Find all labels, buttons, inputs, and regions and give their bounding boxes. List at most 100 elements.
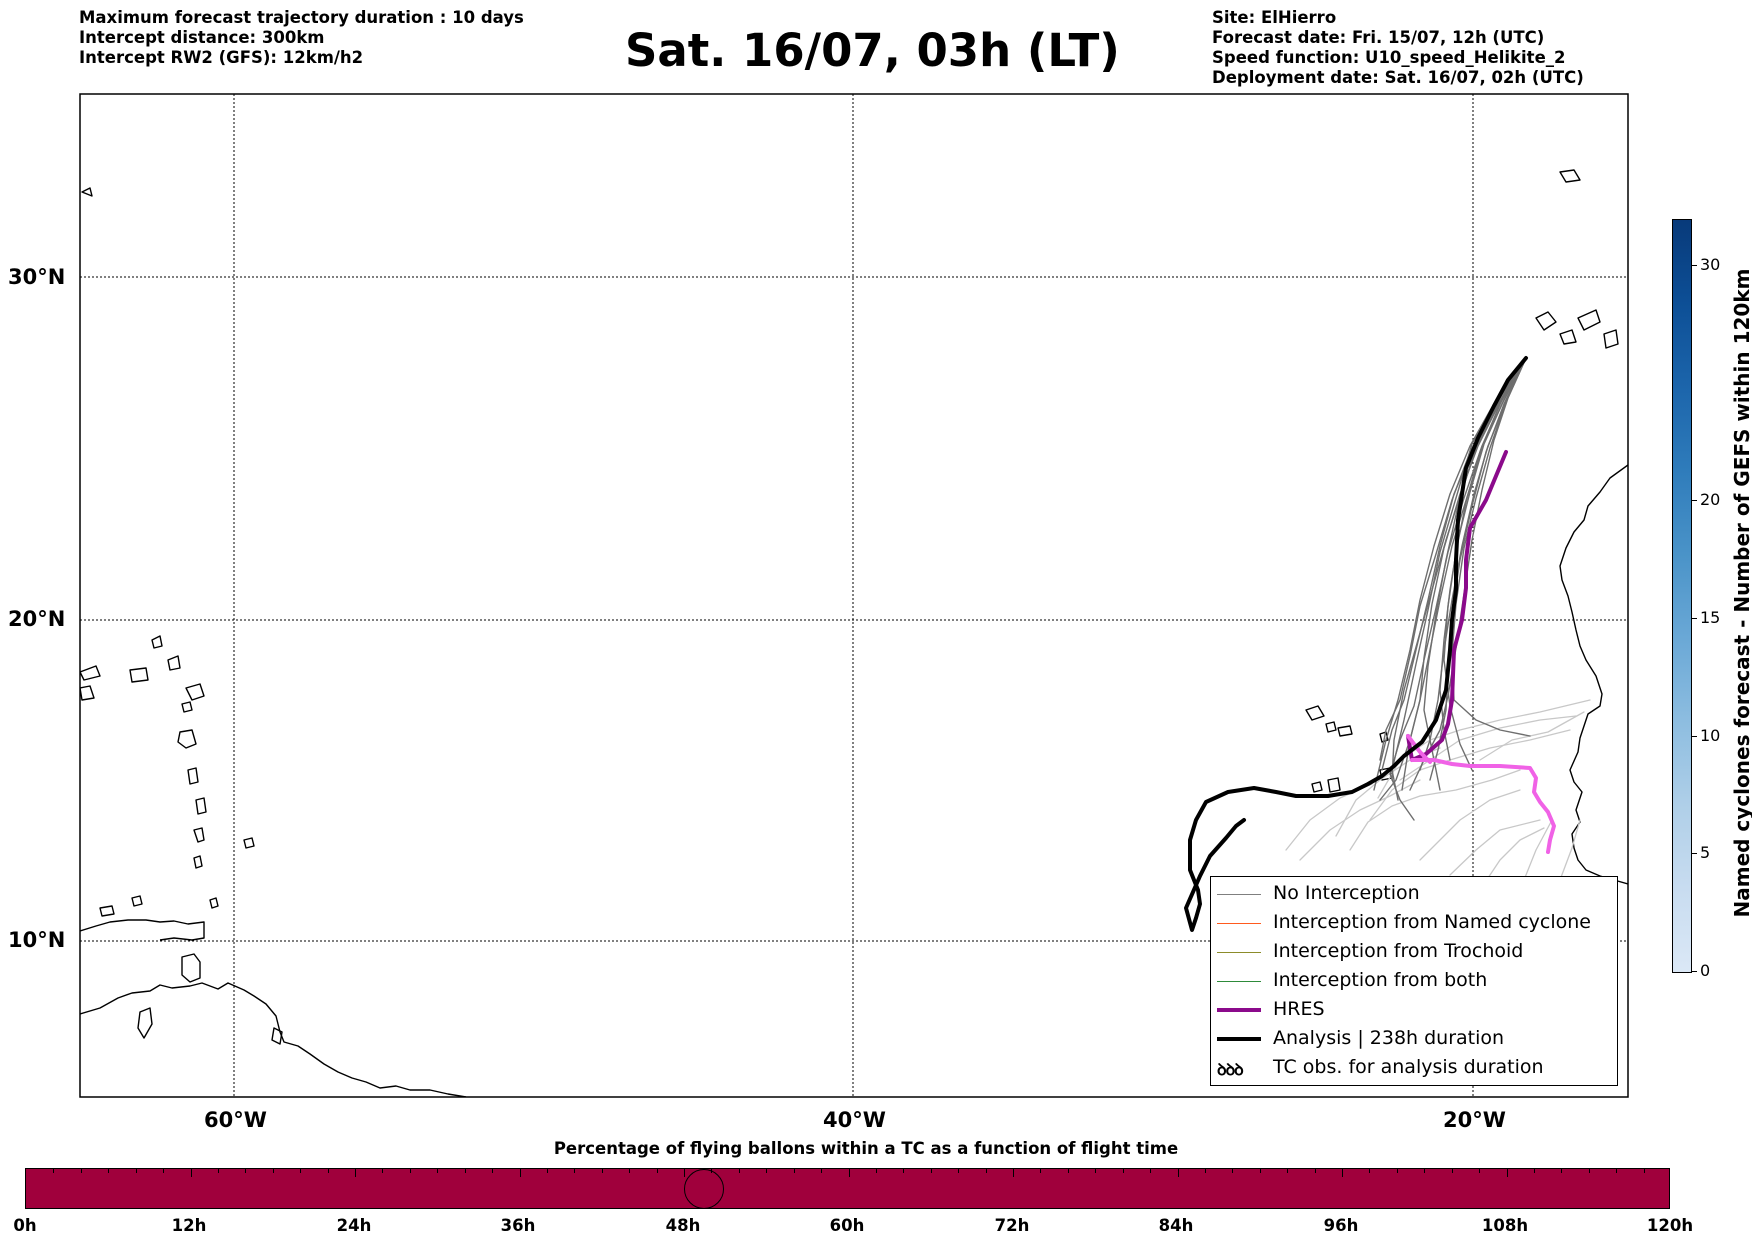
progress-tick	[821, 1169, 823, 1173]
forecast-info: Site: ElHierro Forecast date: Fri. 15/07…	[1212, 8, 1584, 88]
legend-label: Interception from Trochoid	[1273, 940, 1524, 962]
legend-label: Interception from both	[1273, 969, 1488, 991]
page-title: Sat. 16/07, 03h (LT)	[625, 24, 1120, 77]
lon-label-40w: 40°W	[823, 1108, 886, 1132]
lat-label-30n: 30°N	[8, 265, 66, 289]
progress-tick	[80, 1169, 82, 1173]
colorbar-label-15: 15	[1700, 608, 1721, 627]
progress-tick	[1122, 1169, 1124, 1173]
progress-tick	[272, 1169, 274, 1173]
island-canaries-gran-canaria	[1559, 329, 1577, 345]
legend-label: HRES	[1273, 998, 1325, 1020]
legend-label: Analysis | 238h duration	[1273, 1027, 1505, 1049]
info-site: Site: ElHierro	[1212, 8, 1337, 27]
progress-tick	[1396, 1169, 1398, 1173]
island-cape-verde-sal	[1379, 731, 1389, 743]
progress-tick	[1342, 1169, 1343, 1177]
island-canaries-lanzarote	[1603, 329, 1619, 349]
progress-tick	[409, 1169, 411, 1173]
progress-tick	[1533, 1169, 1535, 1173]
island-madeira	[1559, 169, 1581, 183]
legend-swatch-named-cyclone	[1217, 923, 1261, 924]
progress-tick	[848, 1169, 850, 1177]
lat-label-10n: 10°N	[8, 928, 66, 952]
progress-tick	[437, 1169, 439, 1173]
info-speed-function: Speed function: U10_speed_Helikite_2	[1212, 48, 1566, 67]
trajectory-parameters: Maximum forecast trajectory duration : 1…	[79, 8, 524, 68]
progress-tick	[1561, 1169, 1563, 1173]
island-bermuda	[81, 187, 93, 197]
map-legend: No Interception Interception from Named …	[1210, 876, 1618, 1086]
coastline-venezuela-north	[80, 919, 205, 941]
colorbar-label-0: 0	[1700, 961, 1711, 980]
island-tobago	[271, 1027, 283, 1045]
progress-tick	[1643, 1169, 1645, 1173]
progress-tick	[958, 1169, 960, 1173]
legend-swatch-no-interception	[1217, 894, 1261, 895]
progress-tick	[574, 1169, 576, 1173]
island-virgin-islands	[129, 667, 149, 683]
island-anguilla	[151, 635, 163, 649]
current-time-marker	[683, 1169, 724, 1209]
legend-item-tc-obs: ꝺꝺꝺ TC obs. for analysis duration	[1211, 1055, 1617, 1083]
progress-tick	[1616, 1169, 1618, 1173]
progress-tick	[684, 1169, 685, 1177]
hour-label: 120h	[1646, 1216, 1694, 1235]
colorbar-tick-5	[1691, 853, 1697, 854]
island-st-kitts	[167, 655, 181, 671]
progress-tick	[1013, 1169, 1014, 1177]
legend-label: No Interception	[1273, 882, 1420, 904]
colorbar-tick-30	[1691, 265, 1697, 266]
progress-tick	[382, 1169, 384, 1173]
island-hispaniola	[80, 685, 95, 701]
island-aruba	[131, 895, 143, 907]
colorbar-label-5: 5	[1700, 843, 1711, 862]
legend-swatch-analysis	[1217, 1037, 1261, 1041]
progress-tick	[108, 1169, 110, 1173]
colorbar-label-30: 30	[1700, 255, 1721, 274]
progress-tick	[875, 1169, 877, 1173]
progress-tick	[245, 1169, 247, 1173]
param-duration: Maximum forecast trajectory duration : 1…	[79, 8, 524, 27]
progress-tick	[1177, 1169, 1179, 1177]
island-grenada	[209, 897, 219, 909]
colorbar-title: Named cyclones forecast - Number of GEFS…	[1730, 268, 1752, 918]
island-barbuda	[185, 683, 205, 701]
island-guadeloupe	[177, 729, 197, 749]
colorbar-tick-20	[1691, 500, 1697, 501]
progress-tick	[793, 1169, 795, 1173]
hres-pink-start	[1406, 734, 1432, 764]
progress-tick	[546, 1169, 548, 1173]
progress-tick	[903, 1169, 905, 1173]
progress-tick	[190, 1169, 192, 1177]
coastline-south-america	[80, 982, 467, 1097]
progress-tick	[1259, 1169, 1261, 1173]
progress-tick	[327, 1169, 329, 1173]
island-st-vincent	[193, 855, 203, 869]
legend-swatch-both	[1217, 981, 1261, 982]
info-forecast-date: Forecast date: Fri. 15/07, 12h (UTC)	[1212, 28, 1545, 47]
progress-tick	[1150, 1169, 1152, 1173]
progress-tick	[464, 1169, 466, 1173]
tc-percentage-bar	[25, 1168, 1670, 1209]
island-cape-verde-santo-antao	[1305, 705, 1325, 721]
colorbar-label-10: 10	[1700, 726, 1721, 745]
progress-tick	[53, 1169, 55, 1173]
hour-label: 0h	[13, 1216, 37, 1235]
hour-label: 36h	[500, 1216, 536, 1235]
colorbar	[1672, 219, 1692, 973]
island-canaries-fuerteventura	[1577, 309, 1601, 331]
progress-tick	[1232, 1169, 1234, 1173]
island-puerto-rico	[80, 665, 101, 681]
progress-tick	[1314, 1169, 1316, 1173]
island-martinique	[195, 797, 207, 815]
progress-tick	[217, 1169, 219, 1173]
progress-tick	[629, 1169, 631, 1173]
hour-label: 24h	[336, 1216, 372, 1235]
hour-label: 96h	[1323, 1216, 1359, 1235]
param-intercept-rw2: Intercept RW2 (GFS): 12km/h2	[79, 48, 364, 67]
progress-tick	[766, 1169, 768, 1173]
legend-item-hres: HRES	[1211, 997, 1617, 1025]
hour-label: 48h	[665, 1216, 701, 1235]
island-margarita	[137, 1007, 153, 1039]
